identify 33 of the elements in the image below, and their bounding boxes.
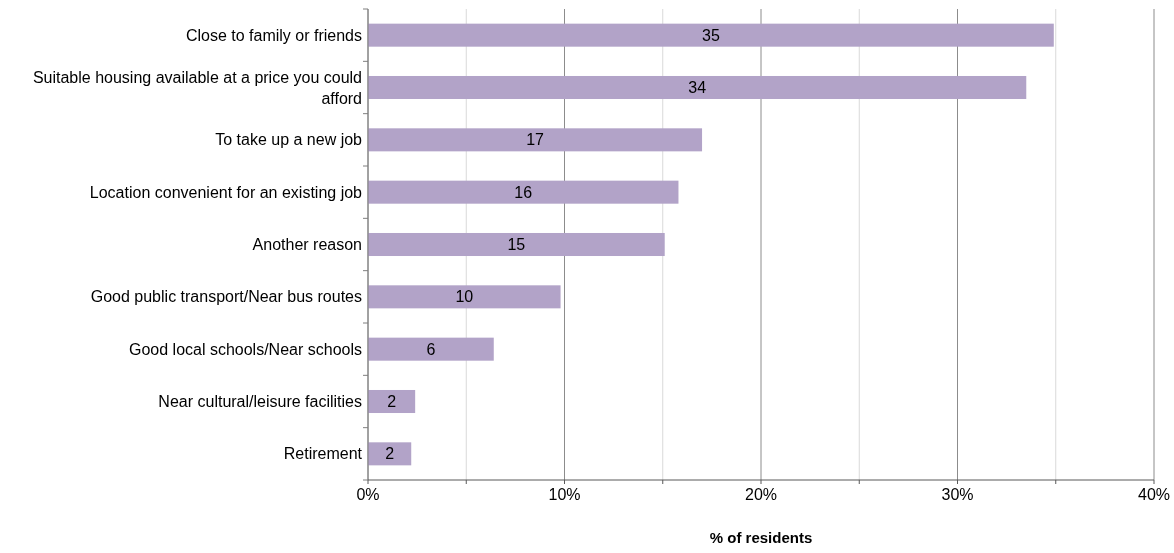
- data-label: 15: [507, 236, 526, 253]
- y-tick-label: Location convenient for an existing job: [89, 183, 363, 201]
- y-tick-label: To take up a new job: [215, 131, 363, 149]
- bar: [368, 389, 416, 414]
- data-label: 2: [385, 445, 395, 463]
- x-tick-label: 30%: [941, 486, 974, 503]
- y-tick-label: Another reason: [252, 236, 362, 253]
- x-tick-label: 40%: [1137, 486, 1171, 503]
- y-tick-label: Good public transport/Near bus routes: [90, 288, 362, 306]
- bar: [368, 337, 494, 361]
- x-tick-label: 20%: [744, 486, 778, 503]
- data-label: 16: [514, 183, 533, 201]
- x-tick-label: 10%: [548, 486, 581, 503]
- data-label: 34: [688, 79, 707, 96]
- y-tick-label: Good local schools/Near schools: [128, 340, 362, 358]
- bar: [368, 442, 412, 466]
- x-tick-label: 0%: [356, 486, 380, 503]
- y-tick-label: Close to family or friends: [185, 26, 362, 44]
- bar: [368, 23, 1054, 47]
- y-tick-label: Retirement: [283, 445, 363, 463]
- y-tick-label: Near cultural/leisure facilities: [158, 393, 362, 410]
- bar: [368, 75, 1027, 100]
- data-label: 35: [701, 26, 720, 44]
- bar: [368, 285, 561, 309]
- x-axis-title: % of residents: [709, 529, 813, 546]
- bar: [368, 232, 665, 257]
- data-label: 6: [426, 340, 436, 358]
- bar: [368, 128, 703, 152]
- y-tick-label: Suitable housing available at a price you could afford: [32, 68, 362, 107]
- bar: [368, 180, 679, 204]
- data-label: 2: [387, 393, 397, 410]
- data-label: 10: [455, 288, 474, 306]
- data-label: 17: [526, 131, 545, 149]
